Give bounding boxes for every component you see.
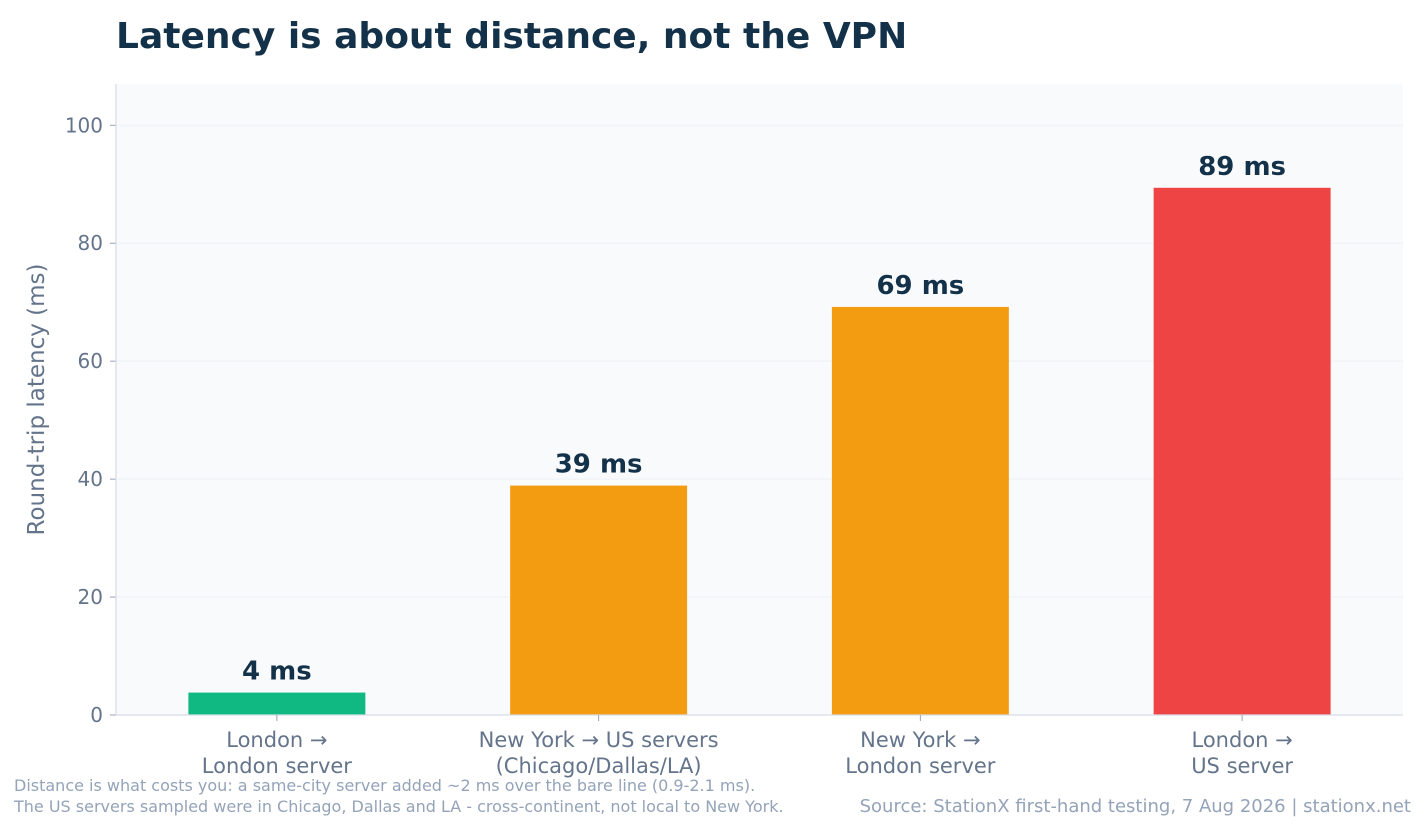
x-tick-label: London →	[1192, 728, 1293, 752]
y-tick-label: 40	[78, 467, 103, 491]
x-tick-label: (Chicago/Dallas/LA)	[496, 754, 702, 778]
y-tick-label: 100	[65, 113, 103, 137]
chart-title: Latency is about distance, not the VPN	[116, 16, 908, 57]
bar	[831, 306, 1009, 715]
bar-value-label: 69 ms	[876, 271, 964, 301]
footnote-line-1: Distance is what costs you: a same-city …	[14, 776, 756, 795]
y-tick-label: 20	[78, 585, 103, 609]
bar-value-label: 89 ms	[1198, 152, 1286, 182]
x-tick-label: US server	[1191, 754, 1293, 778]
bar	[188, 692, 366, 715]
bars	[188, 187, 1331, 715]
source-credit: Source: StationX first-hand testing, 7 A…	[859, 796, 1411, 817]
bar-value-label: 39 ms	[555, 450, 643, 480]
x-tick-label: London server	[202, 754, 352, 778]
x-tick-label: New York → US servers	[479, 728, 719, 752]
bar	[510, 485, 688, 715]
y-tick-label: 60	[78, 349, 103, 373]
y-tick-label: 80	[78, 231, 103, 255]
y-axis-label: Round-trip latency (ms)	[24, 264, 50, 536]
y-tick-label: 0	[90, 703, 103, 727]
footnote-line-2: The US servers sampled were in Chicago, …	[14, 797, 784, 816]
x-tick-label: London →	[226, 728, 327, 752]
bar-value-label: 4 ms	[242, 657, 312, 687]
axes: 0 20 40 60 80 100	[65, 84, 1403, 727]
x-tick-label: New York →	[860, 728, 980, 752]
bar	[1153, 187, 1331, 715]
x-tick-label: London server	[845, 754, 995, 778]
